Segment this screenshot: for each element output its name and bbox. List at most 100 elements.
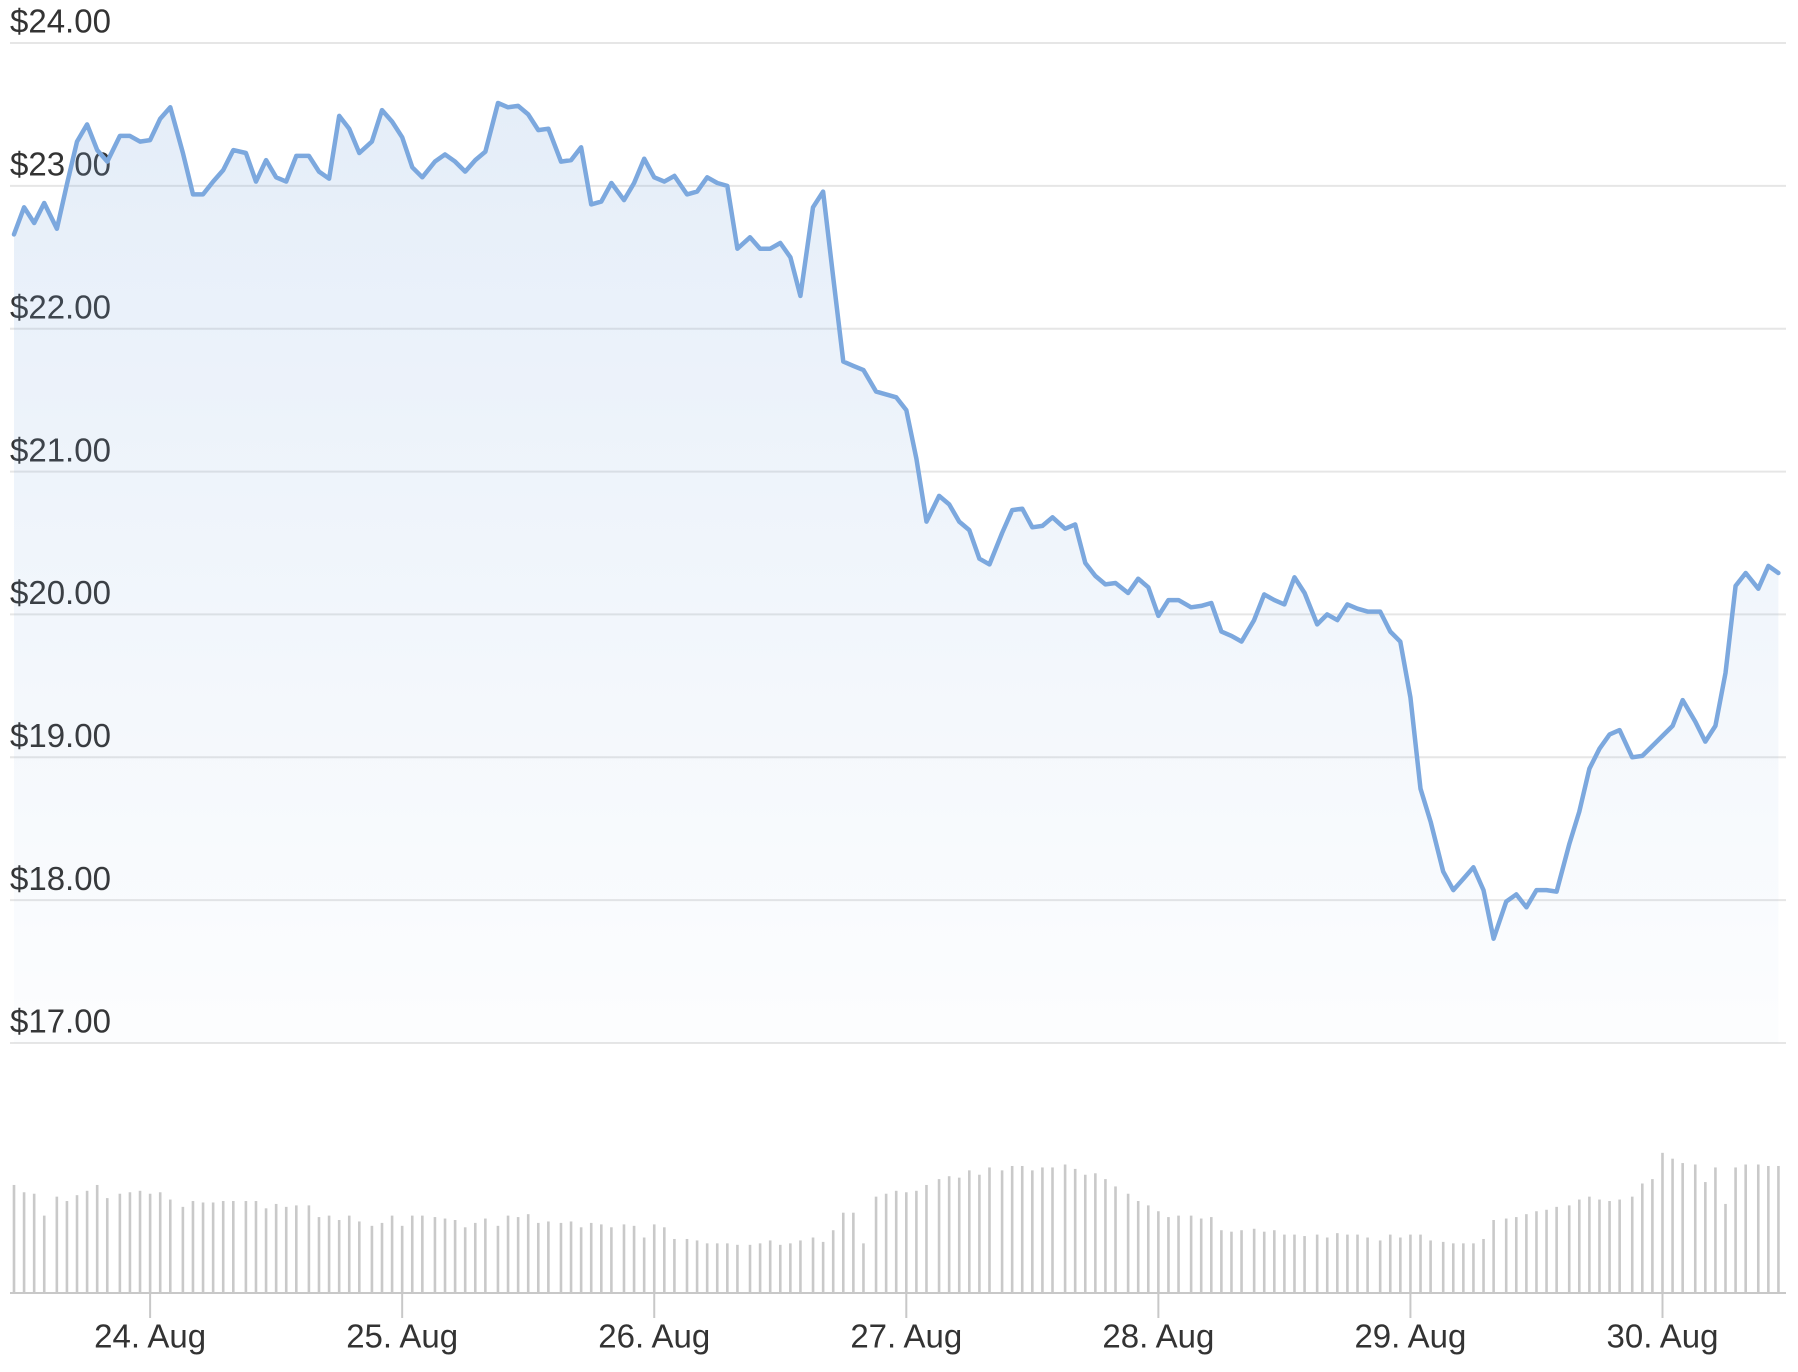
volume-bar bbox=[1451, 1243, 1455, 1293]
price-line bbox=[11, 100, 1781, 941]
volume-bar bbox=[1262, 1231, 1266, 1293]
volume-bar bbox=[1671, 1158, 1674, 1293]
volume-bar bbox=[1336, 1233, 1339, 1293]
volume-bar bbox=[821, 1241, 825, 1293]
volume-bar bbox=[1651, 1179, 1654, 1293]
volume-bar bbox=[12, 1184, 16, 1293]
volume-bar bbox=[1693, 1164, 1697, 1293]
volume-bar bbox=[726, 1243, 729, 1293]
volume-bar bbox=[1514, 1217, 1518, 1293]
volume-bar bbox=[118, 1193, 122, 1293]
volume-bar bbox=[75, 1195, 79, 1293]
volume-bar bbox=[905, 1192, 908, 1293]
volume-bar bbox=[1293, 1234, 1296, 1293]
volume-bar bbox=[768, 1240, 772, 1293]
volume-bar bbox=[1094, 1173, 1097, 1293]
volume-bar bbox=[852, 1212, 855, 1293]
volume-bar bbox=[22, 1192, 26, 1293]
volume-bar bbox=[453, 1220, 457, 1293]
volume-bar bbox=[443, 1218, 447, 1293]
volume-bar bbox=[1714, 1167, 1717, 1293]
volume-bar bbox=[1724, 1203, 1727, 1293]
volume-bar bbox=[622, 1224, 626, 1293]
volume-bar bbox=[400, 1225, 404, 1293]
volume-bar bbox=[337, 1220, 341, 1293]
volume-bar bbox=[1492, 1220, 1495, 1293]
volume-bar bbox=[862, 1243, 865, 1293]
volume-bar bbox=[128, 1192, 132, 1293]
volume-bar bbox=[1020, 1165, 1024, 1293]
volume-bar bbox=[1157, 1211, 1160, 1293]
volume-bar bbox=[1388, 1234, 1392, 1293]
volume-bar bbox=[652, 1224, 656, 1293]
volume-bar bbox=[715, 1243, 719, 1293]
volume-bar bbox=[1073, 1168, 1077, 1293]
volume-bar bbox=[1504, 1218, 1508, 1293]
volume-bar bbox=[811, 1237, 815, 1293]
volume-bar bbox=[642, 1237, 646, 1293]
volume-bar bbox=[526, 1214, 530, 1293]
volume-bar bbox=[1283, 1234, 1286, 1293]
volume-bar bbox=[473, 1222, 477, 1293]
volume-bar bbox=[1303, 1236, 1306, 1293]
volume-bar bbox=[894, 1190, 898, 1293]
volume-bar bbox=[1325, 1237, 1329, 1293]
volume-bar bbox=[957, 1177, 961, 1293]
volume-bar bbox=[1240, 1230, 1243, 1293]
volume-bar bbox=[138, 1190, 142, 1293]
volume-bar bbox=[1010, 1165, 1014, 1293]
volume-bar bbox=[559, 1222, 563, 1293]
volume-bar bbox=[85, 1190, 89, 1293]
volume-bar bbox=[1063, 1164, 1067, 1293]
volume-bar bbox=[1419, 1234, 1422, 1293]
volume-bar bbox=[663, 1227, 666, 1293]
volume-bar bbox=[380, 1222, 384, 1293]
volume-bar bbox=[1767, 1165, 1770, 1293]
volume-bar bbox=[789, 1243, 792, 1293]
volume-bar bbox=[221, 1201, 225, 1293]
volume-bar bbox=[65, 1201, 69, 1293]
volume-bar bbox=[884, 1193, 888, 1293]
x-tick-label: 26. Aug bbox=[598, 1318, 710, 1355]
volume-bar bbox=[1567, 1205, 1571, 1293]
volume-bar bbox=[1177, 1215, 1180, 1293]
volume-bar bbox=[1462, 1243, 1465, 1293]
volume-bar bbox=[358, 1221, 361, 1293]
volume-bar bbox=[1681, 1163, 1684, 1293]
volume-bar bbox=[1104, 1179, 1107, 1293]
volume-bar bbox=[390, 1215, 394, 1293]
volume-bar bbox=[1252, 1228, 1256, 1293]
x-tick-label: 25. Aug bbox=[346, 1318, 458, 1355]
volume-bar bbox=[1315, 1234, 1319, 1293]
volume-bar bbox=[947, 1176, 951, 1293]
volume-bar bbox=[317, 1217, 321, 1293]
volume-bar bbox=[55, 1196, 59, 1293]
volume-bar bbox=[158, 1192, 162, 1293]
volume-bar bbox=[1618, 1199, 1621, 1293]
volume-bar bbox=[1356, 1234, 1359, 1293]
volume-bar bbox=[799, 1240, 802, 1293]
volume-bar bbox=[1472, 1243, 1475, 1293]
volume-bar bbox=[295, 1205, 298, 1293]
volume-bar bbox=[1525, 1214, 1528, 1293]
volume-bar bbox=[1031, 1170, 1034, 1293]
volume-bar bbox=[244, 1201, 248, 1293]
volume-bar bbox=[284, 1206, 288, 1293]
volume-bar bbox=[1378, 1240, 1382, 1293]
volume-bar bbox=[1346, 1234, 1349, 1293]
volume-bar bbox=[547, 1221, 550, 1293]
volume-bar bbox=[1114, 1186, 1117, 1293]
volume-bar bbox=[1083, 1174, 1087, 1293]
volume-bar bbox=[1756, 1164, 1760, 1293]
volume-bar bbox=[421, 1215, 424, 1293]
volume-bar bbox=[748, 1244, 752, 1293]
volume-bar bbox=[915, 1190, 918, 1293]
volume-bar bbox=[211, 1202, 215, 1293]
volume-bar bbox=[254, 1201, 258, 1293]
volume-bar bbox=[42, 1215, 46, 1293]
volume-bar bbox=[1704, 1182, 1707, 1293]
volume-bar bbox=[758, 1243, 762, 1293]
volume-bar bbox=[168, 1199, 172, 1293]
volume-bar bbox=[1167, 1217, 1170, 1293]
